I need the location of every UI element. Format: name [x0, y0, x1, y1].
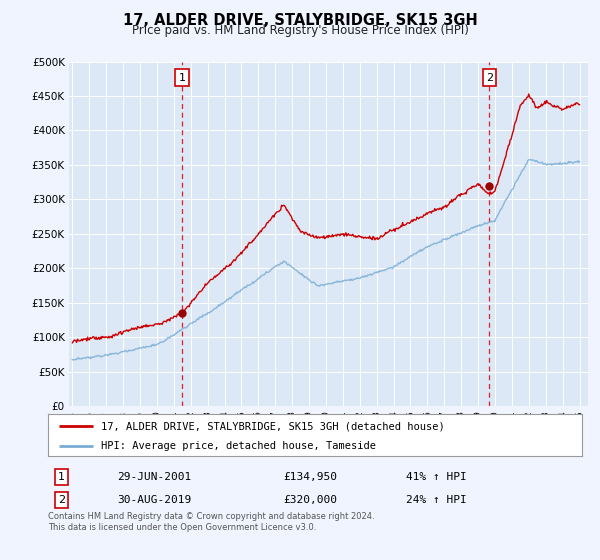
- Text: 1: 1: [58, 472, 65, 482]
- Text: 29-JUN-2001: 29-JUN-2001: [118, 472, 191, 482]
- Text: 17, ALDER DRIVE, STALYBRIDGE, SK15 3GH: 17, ALDER DRIVE, STALYBRIDGE, SK15 3GH: [122, 13, 478, 28]
- Text: 2: 2: [58, 495, 65, 505]
- Text: 30-AUG-2019: 30-AUG-2019: [118, 495, 191, 505]
- Text: 41% ↑ HPI: 41% ↑ HPI: [406, 472, 467, 482]
- Text: 17, ALDER DRIVE, STALYBRIDGE, SK15 3GH (detached house): 17, ALDER DRIVE, STALYBRIDGE, SK15 3GH (…: [101, 421, 445, 431]
- Text: Price paid vs. HM Land Registry's House Price Index (HPI): Price paid vs. HM Land Registry's House …: [131, 24, 469, 37]
- Text: £320,000: £320,000: [283, 495, 337, 505]
- Text: Contains HM Land Registry data © Crown copyright and database right 2024.
This d: Contains HM Land Registry data © Crown c…: [48, 512, 374, 531]
- Text: £134,950: £134,950: [283, 472, 337, 482]
- Text: 24% ↑ HPI: 24% ↑ HPI: [406, 495, 467, 505]
- Text: HPI: Average price, detached house, Tameside: HPI: Average price, detached house, Tame…: [101, 441, 376, 451]
- Text: 2: 2: [486, 73, 493, 83]
- Text: 1: 1: [179, 73, 186, 83]
